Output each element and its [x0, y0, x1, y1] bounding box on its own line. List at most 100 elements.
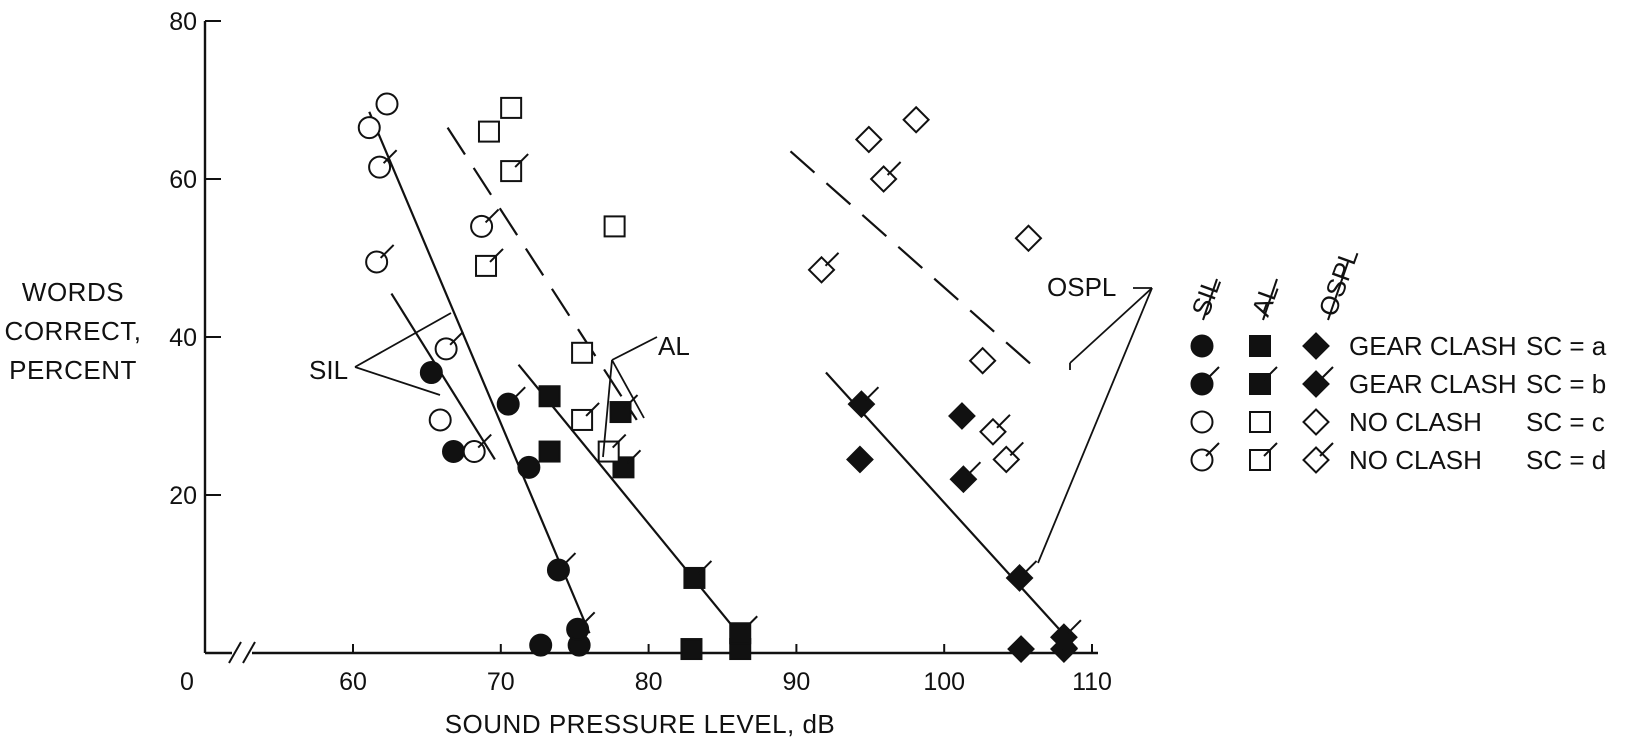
- data-points: [357, 92, 1082, 663]
- y-axis-title-line-3: PERCENT: [9, 355, 137, 385]
- x-tick-label-70: 70: [487, 668, 515, 696]
- circle-marker: [1190, 410, 1214, 434]
- y-axis-title-line-2: CORRECT,: [5, 316, 142, 346]
- diamond-marker: [948, 402, 976, 430]
- fit-line-sil-solid-1: [368, 111, 591, 634]
- y-tick-label-80: 80: [169, 8, 197, 36]
- circle-marker: [517, 455, 541, 479]
- square-marker: [571, 341, 594, 364]
- x-tick-label-60: 60: [339, 668, 367, 696]
- legend-symbol-diamond-row-3: [1302, 408, 1330, 436]
- marker-flag: [585, 402, 600, 417]
- marker-flag: [1022, 560, 1038, 575]
- diamond-marker: [1007, 635, 1035, 663]
- x-tick-label-80: 80: [635, 668, 663, 696]
- marker-flag: [1067, 619, 1082, 634]
- circle-marker: [357, 116, 381, 140]
- legend-label-row-4: NO CLASH: [1349, 445, 1482, 475]
- diamond-marker: [1302, 332, 1330, 360]
- marker-flag: [477, 433, 492, 449]
- diamond-marker: [1014, 224, 1043, 253]
- origin-label: 0: [180, 668, 194, 696]
- fit-lines: [368, 111, 1079, 650]
- leader-line-ospl-leader-2: [1037, 287, 1153, 564]
- data-point-ospl-b-2: [949, 461, 982, 494]
- circle-marker: [419, 361, 443, 385]
- data-point-al-c-1: [477, 120, 500, 143]
- data-point-al-c-4: [571, 341, 594, 364]
- annotation-sil: SIL: [309, 355, 348, 385]
- circle-marker: [1190, 334, 1214, 358]
- data-point-sil-d-3: [434, 331, 464, 361]
- legend-label-row-2: GEAR CLASH: [1349, 369, 1517, 399]
- leader-line-al-leader-3: [602, 359, 613, 458]
- diamond-marker: [854, 125, 883, 154]
- legend-symbol-circle-row-2: [1190, 366, 1220, 396]
- annotation-ospl: OSPL: [1047, 272, 1116, 302]
- legend-label-row-3: NO CLASH: [1349, 407, 1482, 437]
- square-marker: [680, 638, 703, 661]
- y-axis-title-line-1: WORDS: [22, 277, 124, 307]
- data-point-al-a-2: [538, 440, 561, 463]
- leader-line-al-leader-2: [611, 359, 645, 419]
- data-point-sil-a-2: [442, 440, 466, 464]
- leader-line-sil-leader-1: [354, 312, 452, 368]
- square-marker: [1249, 335, 1271, 357]
- marker-flag: [743, 615, 758, 630]
- fit-line-al-dashed-4: [446, 127, 638, 421]
- circle-marker: [428, 408, 452, 432]
- legend-sc-row-2: SC = b: [1526, 369, 1606, 399]
- square-marker: [1249, 411, 1271, 433]
- legend-symbol-diamond-row-2: [1302, 366, 1334, 398]
- circle-marker: [442, 440, 466, 464]
- legend-symbols: [1190, 332, 1334, 474]
- legend-label-row-1: GEAR CLASH: [1349, 331, 1517, 361]
- marker-flag: [966, 461, 982, 476]
- diamond-marker: [846, 445, 874, 474]
- data-point-ospl-d-4: [992, 441, 1024, 474]
- data-point-ospl-c-3: [1014, 224, 1043, 253]
- marker-flag: [1205, 366, 1220, 381]
- data-point-sil-a-4: [529, 633, 553, 657]
- annotations: [354, 287, 1153, 564]
- marker-flag: [697, 560, 713, 575]
- data-point-al-a-1: [538, 385, 561, 408]
- marker-flag: [514, 153, 529, 168]
- marker-flag: [484, 208, 500, 224]
- data-point-sil-a-3: [517, 455, 541, 479]
- data-point-sil-b-1: [496, 386, 526, 416]
- legend-symbol-circle-row-4: [1190, 442, 1220, 472]
- marker-flag: [511, 386, 526, 401]
- marker-flag: [449, 331, 464, 346]
- marker-flag: [1319, 442, 1334, 457]
- square-marker: [538, 385, 561, 408]
- circle-marker: [529, 633, 553, 657]
- legend-symbol-square-row-3: [1249, 411, 1271, 433]
- marker-flag: [1263, 442, 1278, 457]
- data-point-sil-d-2: [365, 244, 395, 274]
- fit-line-ospl-solid-5: [825, 371, 1079, 650]
- square-marker: [477, 120, 500, 143]
- y-tick-label-40: 40: [169, 324, 197, 352]
- data-point-ospl-b-1: [847, 386, 880, 419]
- leader-line-ospl-leader-1: [1069, 287, 1153, 364]
- data-point-ospl-c-4: [968, 346, 997, 375]
- legend-symbol-circle-row-3: [1190, 410, 1214, 434]
- data-point-ospl-d-1: [807, 252, 840, 284]
- legend-symbol-square-row-4: [1249, 442, 1278, 471]
- leader-line-al-leader-1: [611, 336, 658, 361]
- legend-symbol-diamond-row-4: [1302, 442, 1334, 474]
- fit-line-sil-solid-2: [390, 292, 496, 461]
- diamond-marker: [968, 346, 997, 375]
- legend: SIL AL OSPL GEAR CLASH SC = a GEAR CLASH…: [1185, 245, 1606, 475]
- diamond-marker: [902, 105, 931, 134]
- data-point-sil-c-3: [428, 408, 452, 432]
- data-point-sil-d-1: [368, 149, 398, 179]
- marker-flag: [1009, 441, 1024, 457]
- legend-sc-row-1: SC = a: [1526, 331, 1607, 361]
- marker-flag: [1263, 366, 1278, 381]
- data-point-ospl-c-2: [902, 105, 931, 134]
- axis-break-mark-2: [242, 641, 256, 664]
- circle-marker: [375, 92, 399, 116]
